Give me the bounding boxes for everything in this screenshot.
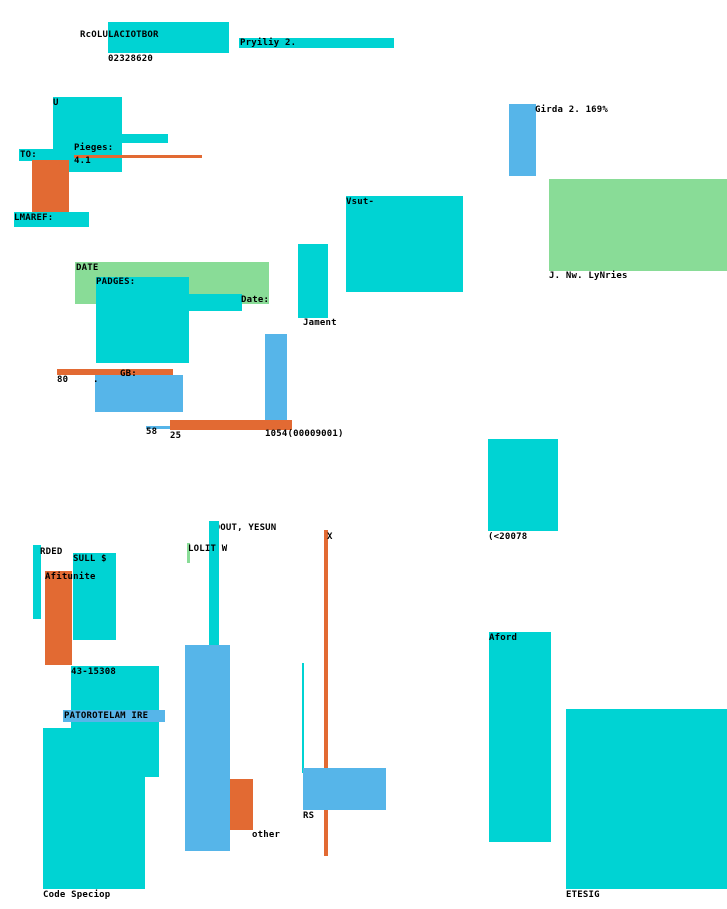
dot-mark: . [93,375,99,385]
rs-label: RS [303,811,315,821]
green-panel-right [549,179,727,271]
date-upper-label: DATE [76,263,99,273]
block-20078 [488,439,558,531]
aford-block [489,632,551,842]
to-bar [19,149,74,161]
girda-bar [509,104,536,176]
n80-label: 80 [57,375,69,385]
afitunite-label: Afitunite [45,572,96,582]
sull-label: SULL $ [73,554,107,564]
rded-label: RDED [40,547,63,557]
pieges-line [74,155,202,158]
aford-label: Aford [489,633,518,643]
gb-block [95,375,183,412]
pieges-label: Pieges: [74,143,114,153]
etesig-label: ETESIG [566,890,600,900]
girda-label: Girda 2. 169% [535,105,609,115]
pryiliy-label: Pryiliy 2. [240,38,297,48]
jament-bar [298,244,328,318]
header-block [108,22,229,53]
padges-label: PADGES: [96,277,136,287]
ref-column [265,334,287,426]
to-label: TO: [20,150,37,160]
jament-label: Jament [303,318,337,328]
x-line [324,530,328,856]
padges-block [96,277,189,363]
other-label: other [252,830,281,840]
coout-column [209,521,219,668]
u-side-bar [120,134,168,143]
ref-number: 1054(00009001) [265,429,344,439]
lolit-tick [187,543,190,563]
gb-label: GB: [120,369,137,379]
rs-thin-line [302,663,304,773]
nw-lynries-label: J. Nw. LyNries [549,271,628,281]
date-bar [187,294,242,311]
coout-label: COOUT, YESUN [209,523,277,533]
afitunite-block [45,571,72,665]
n25-label: 25 [170,431,182,441]
vsut-block [346,196,463,292]
lolit-label: LOLIT W [188,544,228,554]
rs-block [303,768,386,810]
ref-orange-bar [170,420,292,430]
x-mark: X [327,532,333,542]
pryiliy-bar [239,38,394,48]
other-block [230,779,253,830]
vsut-label: Vsut- [346,197,375,207]
n58-label: 58 [146,427,158,437]
title-code: RcOLULACIOTBOR [80,30,159,40]
orange-block-left [32,160,69,212]
u-mark: U [53,98,59,108]
pieges-value: 4.1 [74,156,91,166]
rded-bar [33,545,41,619]
lmaref-label: LMAREF: [14,213,54,223]
lmaref-bar [14,212,89,227]
thin-blue-line [146,426,170,429]
sull-block [73,553,116,640]
etesig-block [566,709,727,889]
patorotelam-label: PATOROTELAM IRE [64,711,149,721]
row-80-line [57,369,173,375]
patorotelam-bar [63,710,165,722]
date-label: Date: [241,295,270,305]
phone-label: 43-15308 [71,667,116,677]
code-20078: (<20078 [488,532,528,542]
code-speciop-label: Code Speciop [43,890,111,900]
top-number: 02328620 [108,54,153,64]
code-speciop-block [43,728,145,889]
tall-blue-column [185,645,230,851]
